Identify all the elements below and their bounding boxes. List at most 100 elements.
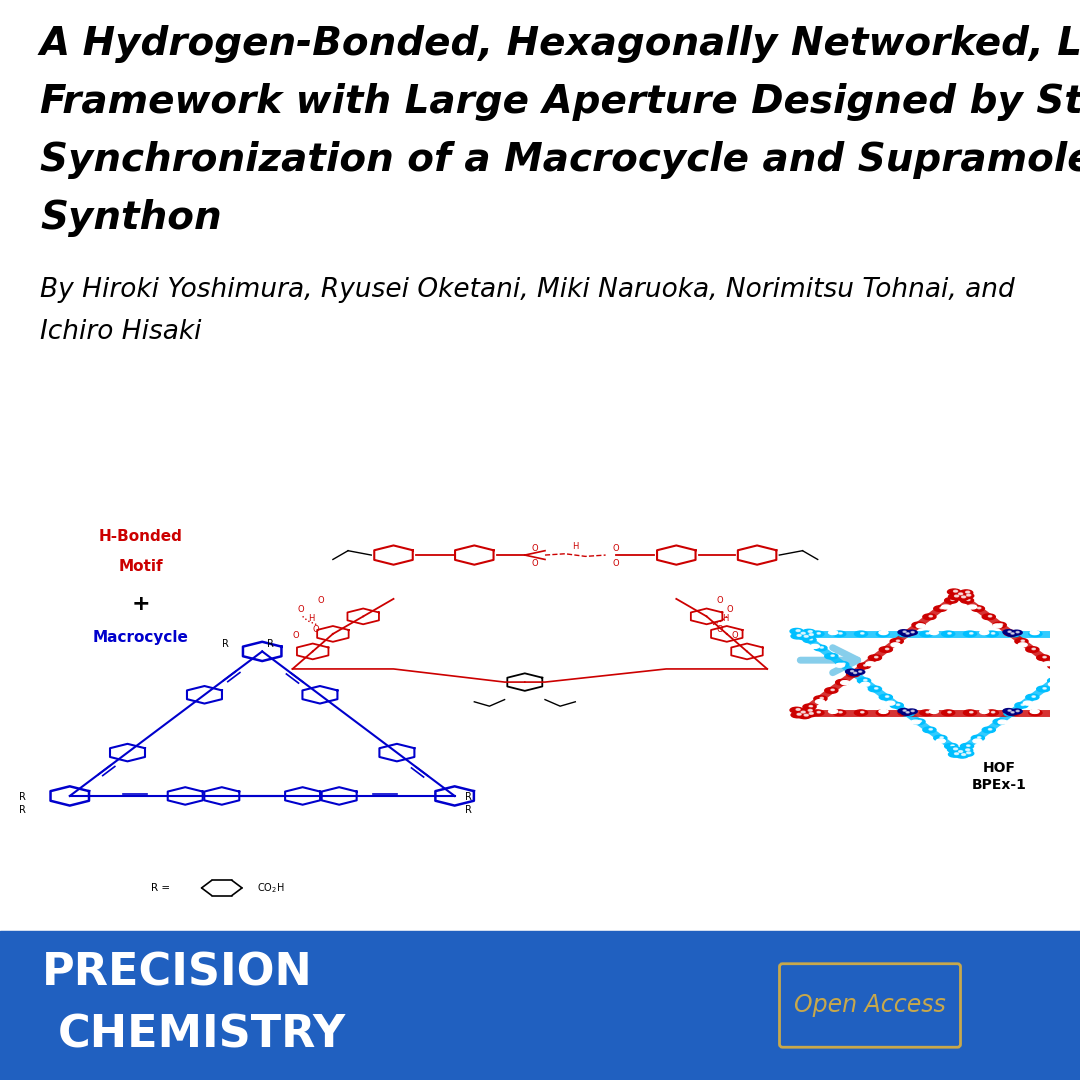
Circle shape	[988, 616, 991, 617]
Circle shape	[1010, 712, 1013, 714]
Circle shape	[907, 712, 910, 714]
Circle shape	[967, 752, 971, 754]
Circle shape	[1051, 631, 1064, 637]
Circle shape	[882, 712, 886, 713]
Circle shape	[825, 653, 838, 659]
Circle shape	[1013, 712, 1016, 713]
Circle shape	[1011, 712, 1014, 713]
Circle shape	[796, 708, 800, 711]
Circle shape	[918, 623, 921, 625]
Circle shape	[1018, 643, 1027, 647]
Circle shape	[904, 633, 907, 634]
Circle shape	[1076, 663, 1079, 664]
Text: BPEx-1: BPEx-1	[972, 779, 1027, 793]
Circle shape	[1015, 702, 1028, 708]
Text: Open Access: Open Access	[794, 994, 946, 1017]
Circle shape	[796, 630, 800, 632]
Circle shape	[940, 737, 943, 739]
Circle shape	[879, 631, 888, 635]
Circle shape	[1011, 708, 1022, 714]
Circle shape	[1054, 664, 1057, 666]
Circle shape	[879, 647, 892, 652]
Circle shape	[1074, 663, 1080, 667]
Circle shape	[798, 713, 811, 718]
Circle shape	[825, 688, 838, 693]
Circle shape	[988, 729, 991, 730]
Text: O: O	[727, 605, 733, 615]
Circle shape	[960, 747, 973, 753]
Circle shape	[942, 605, 950, 609]
Circle shape	[859, 671, 862, 672]
Circle shape	[842, 663, 846, 664]
Circle shape	[811, 710, 824, 716]
Circle shape	[1051, 710, 1064, 716]
Circle shape	[899, 708, 909, 714]
Circle shape	[847, 672, 860, 677]
Circle shape	[999, 623, 1002, 625]
Circle shape	[926, 712, 930, 713]
Circle shape	[1004, 631, 1017, 636]
Circle shape	[901, 632, 913, 636]
Circle shape	[804, 712, 816, 717]
Circle shape	[960, 597, 973, 604]
Circle shape	[961, 754, 966, 755]
Circle shape	[961, 596, 966, 597]
Circle shape	[1064, 672, 1067, 674]
Circle shape	[839, 712, 842, 713]
Text: O: O	[612, 558, 619, 568]
Circle shape	[1022, 640, 1025, 642]
Circle shape	[804, 633, 816, 638]
Text: Framework with Large Aperture Designed by Structural: Framework with Large Aperture Designed b…	[40, 83, 1080, 121]
Circle shape	[929, 729, 932, 730]
Circle shape	[1003, 708, 1014, 714]
Circle shape	[920, 710, 933, 716]
Text: CO$_2$H: CO$_2$H	[257, 881, 285, 895]
Circle shape	[875, 688, 878, 689]
Circle shape	[980, 631, 989, 635]
Circle shape	[936, 739, 945, 743]
Circle shape	[861, 683, 869, 686]
Circle shape	[820, 647, 823, 648]
Text: H: H	[572, 542, 579, 551]
Circle shape	[968, 605, 976, 609]
Circle shape	[818, 633, 821, 634]
Circle shape	[1043, 657, 1047, 658]
Circle shape	[810, 645, 820, 648]
Circle shape	[1003, 630, 1014, 635]
Circle shape	[959, 751, 962, 753]
Circle shape	[912, 720, 920, 724]
Circle shape	[948, 752, 961, 757]
Text: R: R	[464, 793, 472, 802]
Circle shape	[818, 712, 821, 713]
Circle shape	[805, 635, 808, 637]
Circle shape	[797, 635, 801, 636]
Circle shape	[1035, 633, 1038, 634]
Circle shape	[1043, 662, 1052, 665]
Text: A Hydrogen-Bonded, Hexagonally Networked, Layered: A Hydrogen-Bonded, Hexagonally Networked…	[40, 25, 1080, 63]
Circle shape	[923, 613, 936, 620]
Circle shape	[833, 631, 846, 637]
Text: O: O	[313, 624, 320, 634]
Circle shape	[948, 712, 951, 713]
Circle shape	[801, 633, 806, 634]
Circle shape	[945, 597, 958, 604]
Text: O: O	[531, 558, 538, 568]
Circle shape	[955, 753, 959, 755]
Circle shape	[956, 595, 969, 600]
Circle shape	[912, 711, 914, 712]
Circle shape	[1016, 632, 1020, 633]
Circle shape	[963, 631, 976, 637]
Circle shape	[1037, 686, 1050, 692]
Circle shape	[846, 670, 856, 674]
Text: O: O	[612, 544, 619, 553]
Circle shape	[954, 748, 958, 750]
Circle shape	[842, 681, 846, 683]
Circle shape	[836, 663, 845, 667]
Circle shape	[947, 746, 960, 753]
Circle shape	[831, 654, 834, 657]
Circle shape	[960, 593, 974, 598]
Circle shape	[980, 710, 989, 714]
Circle shape	[906, 712, 909, 713]
Circle shape	[805, 714, 808, 716]
Circle shape	[998, 720, 1008, 724]
